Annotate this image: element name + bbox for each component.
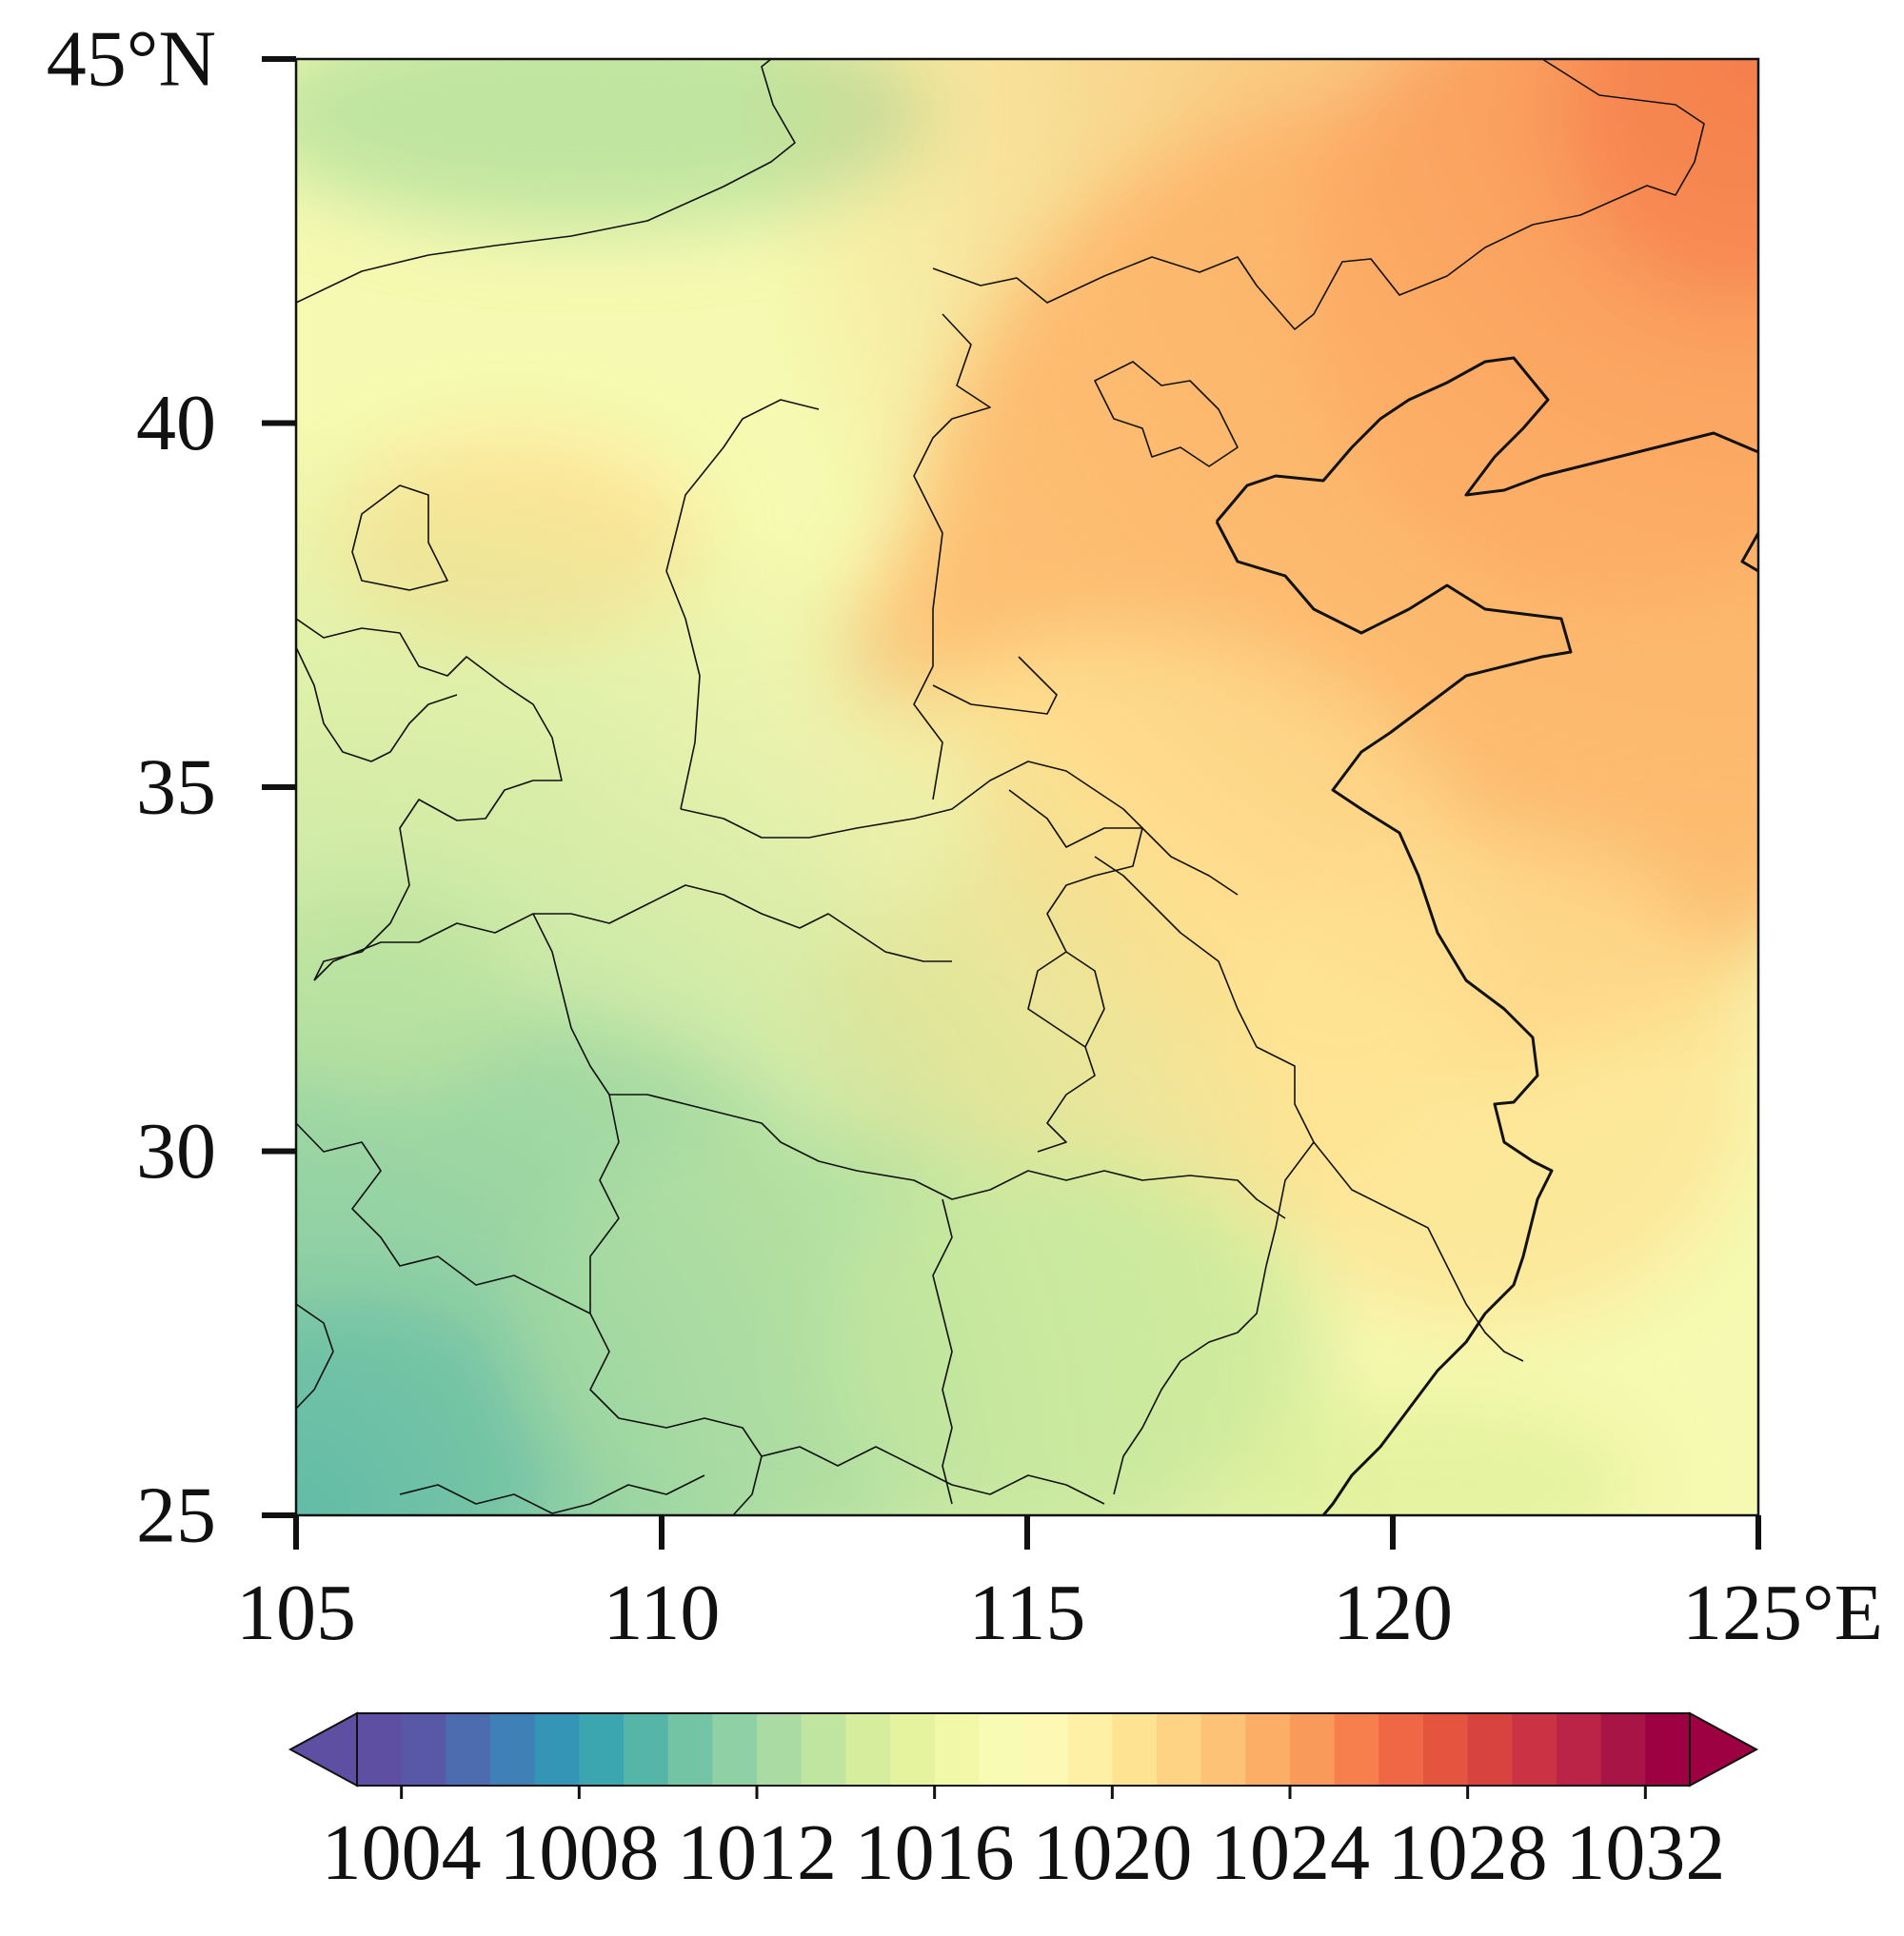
henan-border (680, 761, 1143, 1153)
colorbar-segment (401, 1713, 446, 1786)
colorbar-extend-low (288, 1711, 358, 1788)
hebei-north-border (932, 59, 1705, 330)
shanxi-west-border (665, 399, 820, 810)
colorbar-tick-label: 1020 (1032, 1808, 1192, 1897)
colorbar-tick-label: 1016 (855, 1808, 1015, 1897)
colorbar-tick-label: 1008 (499, 1808, 659, 1897)
north-china-coast (1215, 521, 1573, 1515)
colorbar-segment (1112, 1713, 1158, 1786)
lat-tick-label: 45°N (47, 15, 216, 104)
colorbar-segment (1067, 1713, 1113, 1786)
korea-coast (1740, 532, 1758, 573)
colorbar-segment (979, 1713, 1024, 1786)
colorbar-tick-label: 1012 (677, 1808, 837, 1897)
colorbar-segment (801, 1713, 846, 1786)
bohai-coast (1215, 356, 1758, 523)
colorbar-segment (845, 1713, 891, 1786)
colorbar-segment (757, 1713, 803, 1786)
shandong-west-border (1008, 789, 1239, 896)
colorbar-segment (1645, 1713, 1691, 1786)
lon-tick-label: 110 (604, 1569, 721, 1657)
lat-tick-label: 40 (136, 379, 216, 467)
colorbar-segment (1467, 1713, 1513, 1786)
colorbar-segment (624, 1713, 669, 1786)
colorbar-segment (1557, 1713, 1602, 1786)
anhui-west-border (1027, 951, 1086, 1048)
shanxi-north-border (913, 313, 991, 800)
jiangsu-anhui-border (1094, 856, 1315, 1267)
hunan-jiangxi-border (932, 1198, 953, 1505)
guizhou-border (296, 1122, 591, 1314)
colorbar-segment (712, 1713, 758, 1786)
colorbar-tick-label: 1004 (322, 1808, 482, 1897)
pressure-colorbar: 1004 1008 1012 1016 1020 1024 1028 1032 (288, 1711, 1759, 1897)
lon-tick-label: 115 (969, 1569, 1086, 1657)
colorbar-segment (1512, 1713, 1557, 1786)
sea-level-pressure-field (296, 59, 1758, 1515)
colorbar-segment (667, 1713, 713, 1786)
colorbar-segment (490, 1713, 536, 1786)
inner-mongolia-border (296, 59, 796, 304)
colorbar-segment (890, 1713, 936, 1786)
colorbar-segment (1334, 1713, 1379, 1786)
colorbar-segment (446, 1713, 491, 1786)
colorbar-segment (1245, 1713, 1291, 1786)
hunan-west-border (589, 1094, 763, 1515)
colorbar-outline (356, 1712, 1691, 1787)
latitude-axis: 45°N 40 35 30 25 (47, 15, 296, 1560)
fujian-border (1313, 1141, 1524, 1362)
lat-tick-label: 30 (136, 1107, 216, 1195)
shaanxi-south-border (313, 884, 952, 981)
guangdong-north-border (761, 1446, 1105, 1505)
colorbar-extend-high (1689, 1711, 1759, 1788)
colorbar-segment (1600, 1713, 1646, 1786)
shaanxi-west-border (296, 618, 563, 981)
colorbar-tick-label: 1024 (1210, 1808, 1370, 1897)
gansu-border (296, 646, 458, 762)
colorbar-segment (579, 1713, 625, 1786)
guangxi-border (399, 1474, 705, 1514)
sichuan-chongqing-border (296, 1303, 334, 1410)
hebei-south-border (932, 656, 1058, 715)
lon-tick-label: 105 (236, 1569, 356, 1657)
longitude-axis: 105 110 115 120 125°E (236, 1515, 1883, 1657)
colorbar-segment (534, 1713, 580, 1786)
coastline (1215, 356, 1758, 1515)
lon-tick-label: 120 (1333, 1569, 1453, 1657)
colorbar-segment (1290, 1713, 1336, 1786)
colorbar-segment (934, 1713, 980, 1786)
colorbar-segment (1378, 1713, 1424, 1786)
lat-tick-label: 25 (136, 1472, 216, 1560)
province-boundaries (296, 59, 1705, 1515)
lon-tick-label: 125°E (1682, 1569, 1883, 1657)
jiangxi-east-border (1113, 1265, 1267, 1495)
colorbar-segment (1157, 1713, 1202, 1786)
hubei-border (532, 913, 1286, 1219)
beijing-tianjin-border (1094, 361, 1239, 467)
colorbar-segment (357, 1713, 403, 1786)
colorbar-segment (1200, 1713, 1246, 1786)
colorbar-segment (1423, 1713, 1469, 1786)
ningxia-border (351, 484, 448, 591)
lat-tick-label: 35 (136, 743, 216, 832)
colorbar-segment (1023, 1713, 1069, 1786)
colorbar-tick-label: 1028 (1388, 1808, 1548, 1897)
colorbar-tick-label: 1032 (1565, 1808, 1725, 1897)
